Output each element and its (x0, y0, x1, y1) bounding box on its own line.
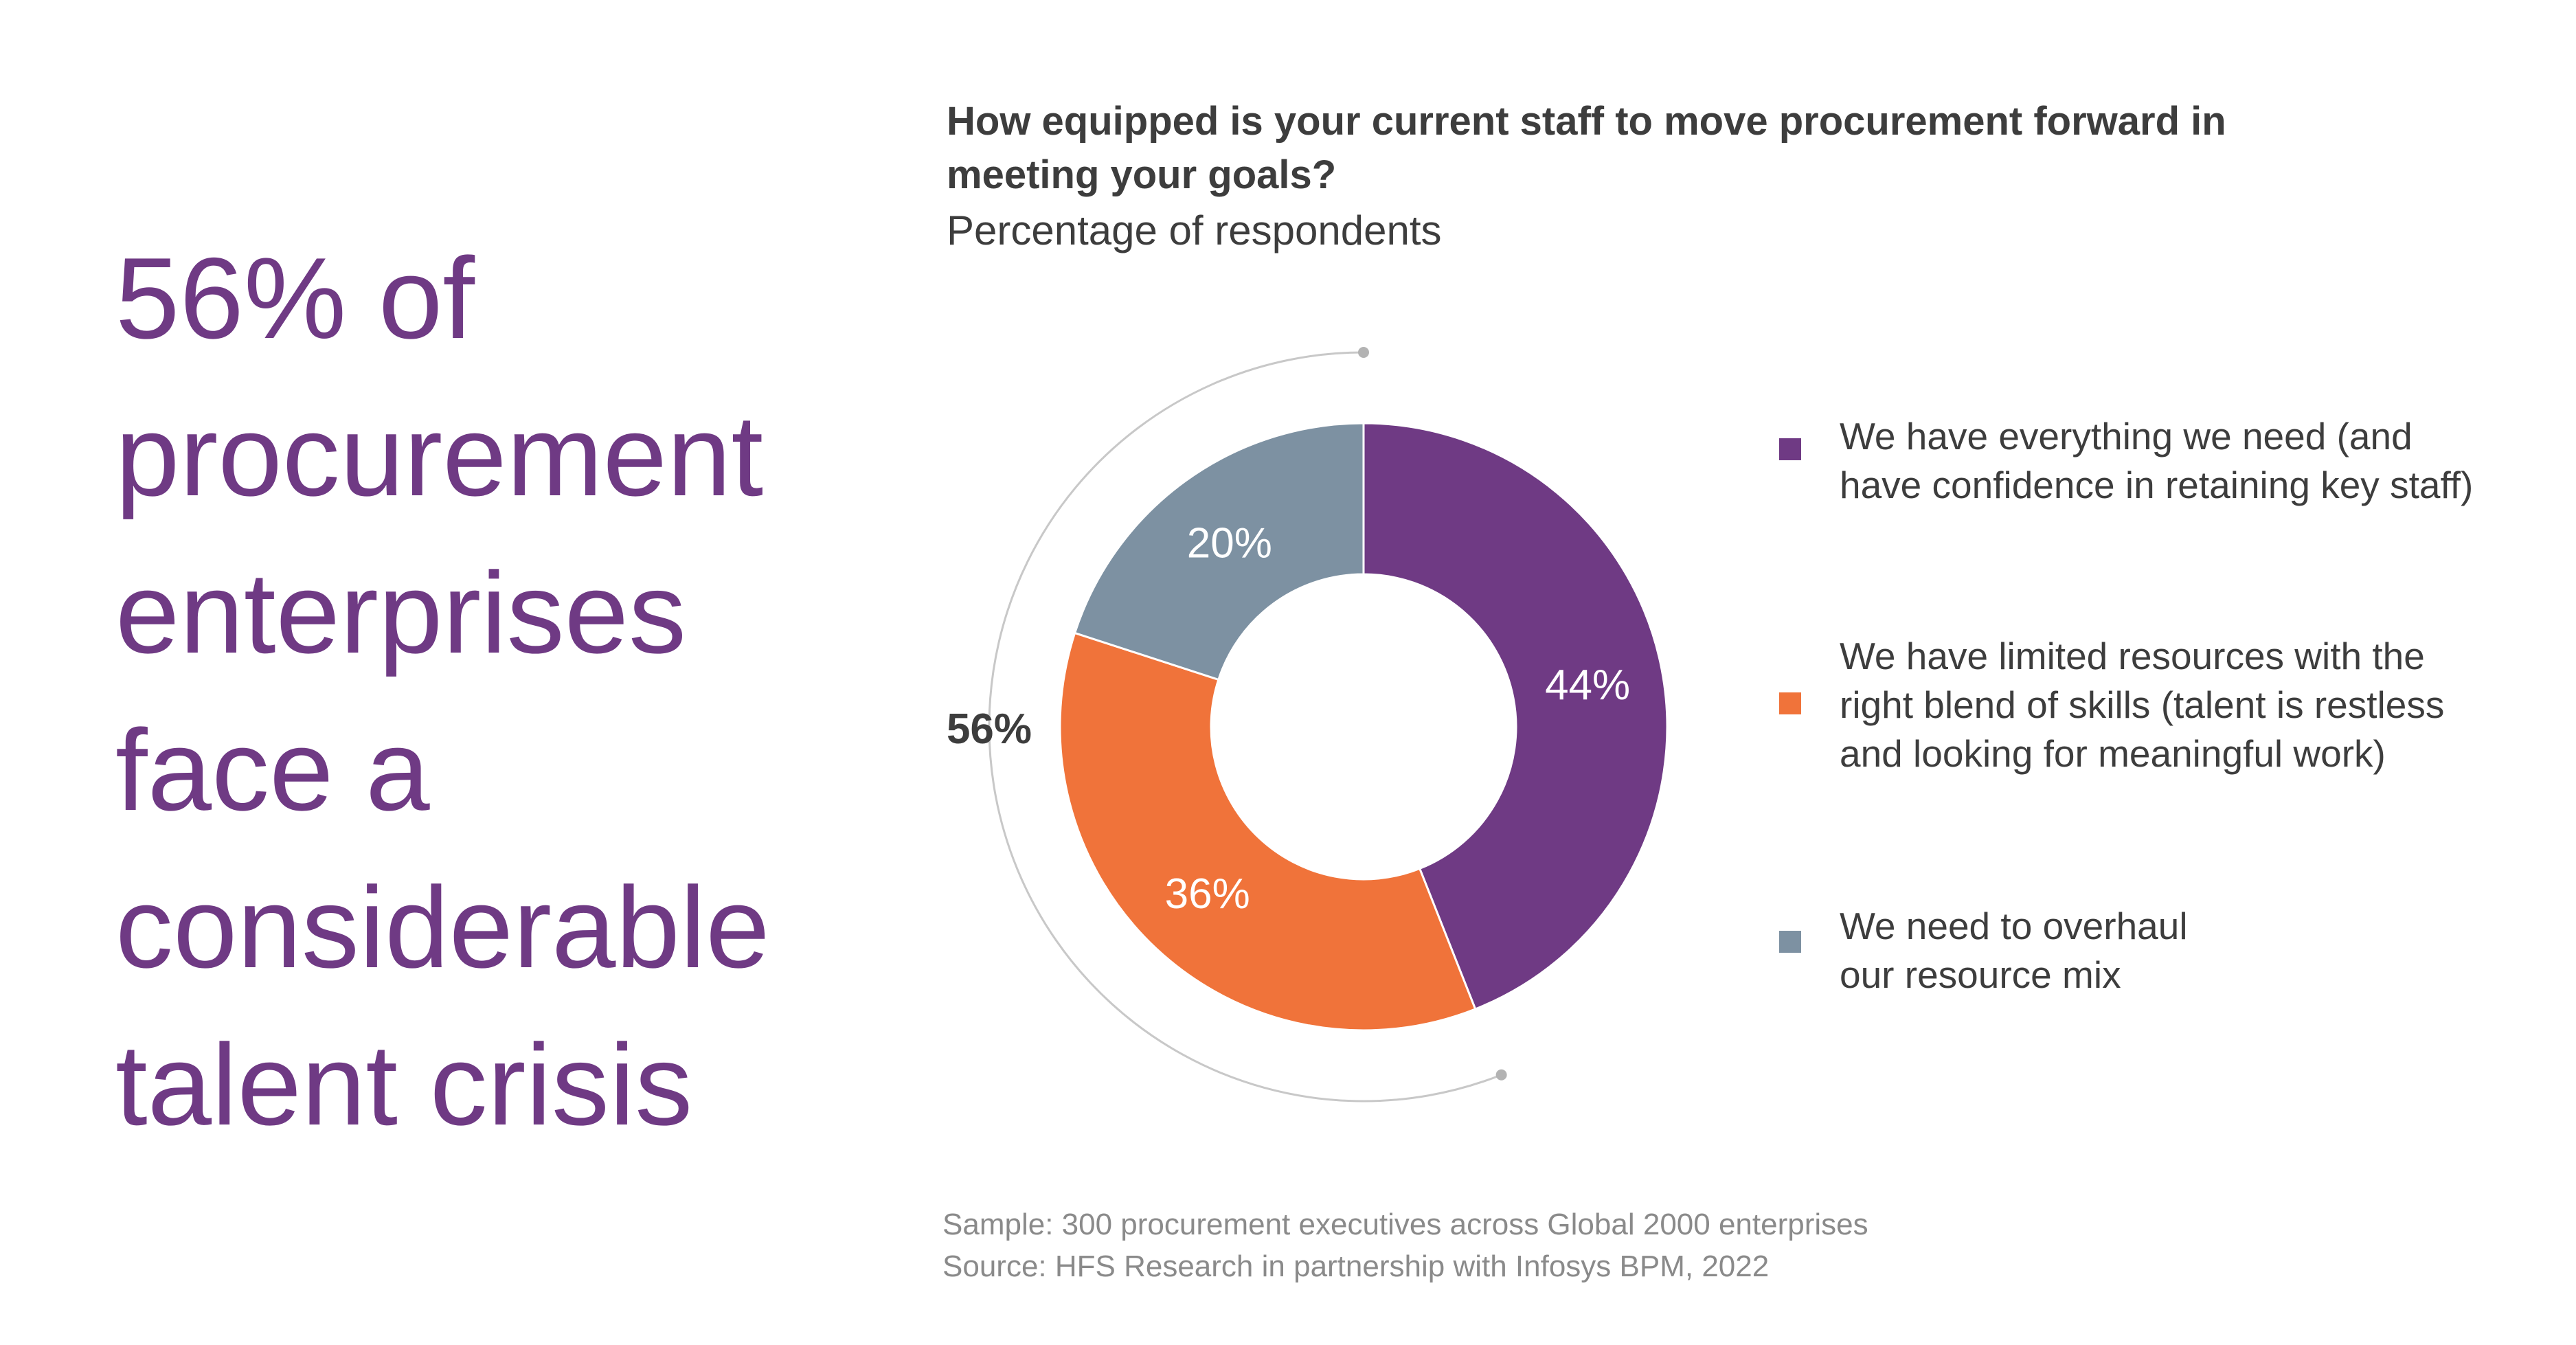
chart-title-line: How equipped is your current staff to mo… (947, 99, 2226, 144)
legend-label: We need to overhaul our resource mix (1840, 905, 2188, 996)
slice-data-label: 36% (1165, 870, 1250, 918)
legend-swatch (1779, 692, 1801, 714)
chart-title: How equipped is your current staff to mo… (947, 95, 2458, 202)
bracket-end-dot (1495, 1069, 1507, 1081)
legend-swatch (1779, 931, 1801, 953)
bracket-arc (988, 351, 1502, 1103)
chart-title-line: meeting your goals? (947, 152, 1337, 197)
headline-line: talent crisis (115, 1020, 693, 1149)
footnote-sample: Sample: 300 procurement executives acros… (942, 1208, 1868, 1241)
headline-line: enterprises (115, 548, 687, 677)
legend-label: We have limited resources with the right… (1840, 635, 2445, 775)
headline-line: procurement (115, 391, 764, 520)
chart-subtitle: Percentage of respondents (947, 207, 1442, 253)
footnote: Sample: 300 procurement executives acros… (942, 1203, 1868, 1287)
headline-line: 56% of (115, 234, 475, 363)
headline-line: considerable (115, 863, 770, 992)
headline: 56% of procurement enterprises face a co… (115, 220, 885, 1164)
legend-label: We have everything we need (and have con… (1840, 415, 2474, 506)
bracket-end-dot (1358, 347, 1369, 358)
headline-line: face a (115, 705, 430, 835)
donut-slice (1059, 631, 1477, 1032)
slice-data-label: 44% (1545, 662, 1630, 709)
footnote-source: Source: HFS Research in partnership with… (942, 1250, 1770, 1283)
bracket-label: 56% (947, 705, 1032, 753)
slice-data-label: 20% (1187, 519, 1272, 567)
legend-swatch (1779, 438, 1801, 460)
donut-slice (1073, 422, 1365, 681)
donut-slice (1362, 422, 1669, 1010)
